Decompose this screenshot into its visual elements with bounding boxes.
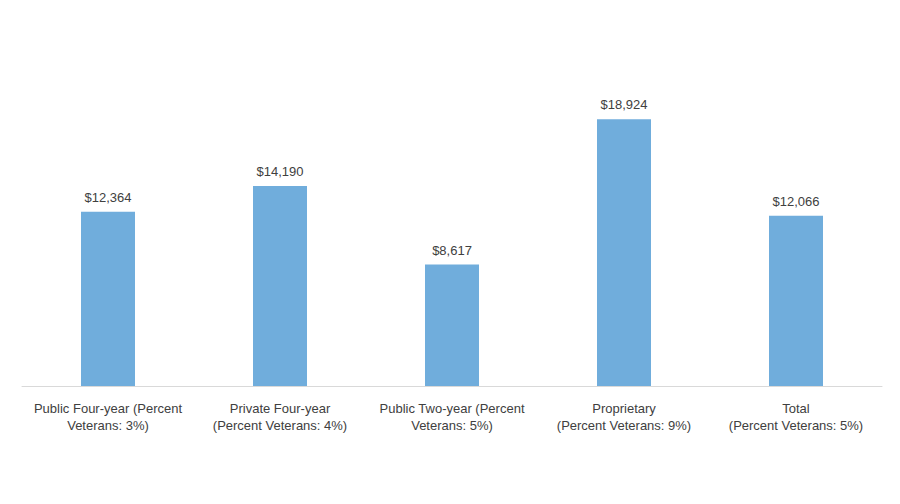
svg-text:$18,924: $18,924 <box>601 97 648 112</box>
svg-text:$14,190: $14,190 <box>257 164 304 179</box>
svg-text:Proprietary: Proprietary <box>592 401 656 416</box>
svg-text:Total: Total <box>782 401 810 416</box>
svg-text:$8,617: $8,617 <box>432 243 472 258</box>
svg-text:Veterans: 5%): Veterans: 5%) <box>411 418 493 433</box>
svg-text:$12,066: $12,066 <box>773 194 820 209</box>
svg-text:Veterans: 3%): Veterans: 3%) <box>67 418 149 433</box>
svg-text:Private Four-year: Private Four-year <box>230 401 331 416</box>
svg-text:$12,364: $12,364 <box>85 190 132 205</box>
svg-text:Public Four-year (Percent: Public Four-year (Percent <box>34 401 182 416</box>
svg-text:(Percent Veterans: 5%): (Percent Veterans: 5%) <box>729 418 863 433</box>
svg-text:(Percent Veterans: 4%): (Percent Veterans: 4%) <box>213 418 347 433</box>
svg-text:Public Two-year (Percent: Public Two-year (Percent <box>380 401 525 416</box>
svg-text:(Percent Veterans: 9%): (Percent Veterans: 9%) <box>557 418 691 433</box>
